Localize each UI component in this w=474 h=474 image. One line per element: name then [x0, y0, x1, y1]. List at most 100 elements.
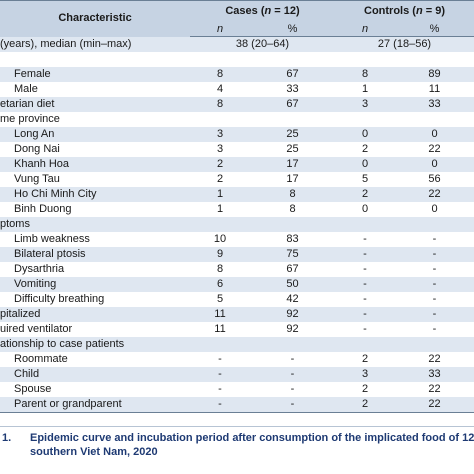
controls-pct-cell: 22 [395, 397, 474, 413]
figure-caption: 1. Epidemic curve and incubation period … [0, 428, 474, 474]
cases-n-cell: 11 [214, 308, 226, 320]
cases-pct-cell: - [290, 353, 295, 365]
cases-n-cell: 8 [216, 98, 224, 110]
row-label: Ho Chi Minh City [14, 188, 97, 200]
characteristic-header: Characteristic [0, 0, 190, 37]
cases-value: 38 (20–64) [235, 38, 290, 50]
controls-n-cell: 2 [361, 353, 369, 365]
row-label: Vomiting [14, 278, 57, 290]
controls-pct-cell: 22 [428, 188, 441, 200]
cases-n-cell: 8 [216, 263, 224, 275]
cases-pct-cell: 67 [286, 98, 299, 110]
blank-cell [0, 52, 474, 67]
controls-pct-cell: - [432, 293, 437, 305]
controls-pct-cell: 33 [428, 98, 441, 110]
caption-divider [0, 426, 474, 427]
controls-n-cell: 8 [361, 68, 369, 80]
cases-pct-header: % [250, 22, 335, 37]
row-label: Binh Duong [14, 203, 72, 215]
row-label: Parent or grandparent [0, 397, 190, 413]
cases-pct-cell: 33 [286, 83, 299, 95]
cases-pct-cell: 92 [286, 308, 299, 320]
controls-pct-cell: 11 [428, 83, 441, 95]
controls-pct-cell: - [432, 248, 437, 260]
table-row: Vomiting 6 50 - - [0, 277, 474, 292]
cases-pct-cell: 17 [286, 173, 299, 185]
cases-pct-cell: - [290, 368, 295, 380]
empty-cell [190, 217, 474, 232]
table-row: Long An 3 25 0 0 [0, 127, 474, 142]
controls-pct-cell: - [432, 263, 437, 275]
empty-cell [190, 112, 474, 127]
controls-n-cell: 0 [361, 128, 369, 140]
table-row: Binh Duong 1 8 0 0 [0, 202, 474, 217]
controls-n-cell: 0 [361, 158, 369, 170]
controls-pct-header: % [395, 22, 474, 37]
cases-pct-cell: - [290, 383, 295, 395]
controls-pct-cell: 22 [428, 383, 441, 395]
table-row: Bilateral ptosis 9 75 - - [0, 247, 474, 262]
table-row: ptoms [0, 217, 474, 232]
cases-pct-cell: 67 [286, 68, 299, 80]
controls-pct-cell: 56 [428, 173, 441, 185]
row-label: Dong Nai [14, 143, 60, 155]
cases-n-cell: - [218, 353, 222, 365]
figure-caption-line2: southern Viet Nam, 2020 [30, 446, 158, 458]
cases-pct-cell: 25 [286, 143, 299, 155]
row-label: me province [0, 113, 60, 125]
table-row: Difficulty breathing 5 42 - - [0, 292, 474, 307]
row-label: (years), median (min–max) [0, 37, 132, 50]
table-header-row: Characteristic Cases (n = 12) Controls (… [0, 0, 474, 37]
table-row: Khanh Hoa 2 17 0 0 [0, 157, 474, 172]
row-label: pitalized [0, 308, 41, 320]
cases-n-cell: 8 [216, 68, 224, 80]
cases-pct-cell: 42 [286, 293, 299, 305]
cases-n-cell: 4 [216, 83, 224, 95]
characteristics-table: Characteristic Cases (n = 12) Controls (… [0, 0, 474, 413]
cases-n-cell: 9 [216, 248, 224, 260]
table-row: Limb weakness 10 83 - - [0, 232, 474, 247]
table-row: Child - -3 33 [0, 367, 474, 382]
table-row: pitalized 11 92 - - [0, 307, 474, 322]
cases-n-cell: 1 [216, 203, 224, 215]
controls-pct-cell: - [432, 308, 437, 320]
cases-n-cell: 10 [213, 233, 227, 245]
controls-value: 27 (18–56) [377, 38, 432, 50]
controls-n-cell: - [363, 263, 367, 275]
cases-n-cell: 2 [216, 173, 224, 185]
cases-n-cell: 11 [214, 323, 226, 335]
cases-pct-cell: 8 [289, 203, 296, 215]
table-row [0, 52, 474, 67]
row-label: ptoms [0, 218, 30, 230]
cases-n-cell: 3 [216, 143, 224, 155]
cases-pct-cell: 50 [286, 278, 299, 290]
row-label: Female [14, 68, 51, 80]
controls-pct-cell: - [432, 323, 437, 335]
table-row: Dysarthria 8 67 - - [0, 262, 474, 277]
table-row: Spouse - -2 22 [0, 382, 474, 397]
cases-n-header: n [190, 22, 250, 37]
controls-pct-cell: 22 [428, 353, 441, 365]
cases-pct-cell: - [250, 397, 335, 413]
cases-n-cell: - [218, 383, 222, 395]
table-row: uired ventilator 11 92 - - [0, 322, 474, 337]
controls-header: Controls (n = 9) [335, 0, 474, 22]
figure-number: 1. [2, 432, 12, 444]
cases-pct-cell: 92 [286, 323, 299, 335]
table-row: etarian diet 8 67 3 33 [0, 97, 474, 112]
row-label: Long An [14, 128, 55, 140]
controls-pct-cell: 0 [431, 128, 438, 140]
controls-n-cell: 1 [361, 83, 369, 95]
cases-pct-cell: 8 [289, 188, 296, 200]
controls-n-cell: - [363, 308, 367, 320]
controls-n-cell: 2 [335, 397, 395, 413]
table-body: (years), median (min–max) 38 (20–64) 27 (1… [0, 36, 474, 413]
table-row: Female 8 67 8 89 [0, 67, 474, 82]
row-label: Dysarthria [14, 263, 65, 275]
table-row: Dong Nai 3 25 2 22 [0, 142, 474, 157]
row-label: Limb weakness [14, 233, 90, 245]
cases-n-cell: - [190, 397, 250, 413]
cases-n-cell: 3 [216, 128, 224, 140]
controls-n-cell: 2 [361, 188, 369, 200]
table-row: (years), median (min–max) 38 (20–64) 27 (1… [0, 36, 474, 52]
